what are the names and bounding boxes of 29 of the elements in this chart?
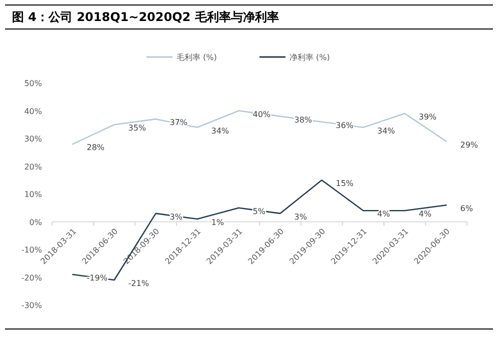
data-label: 3% [294,212,308,222]
legend-label: 毛利率 (%) [176,53,217,62]
legend-label: 净利率 (%) [290,53,330,62]
data-label: 37% [170,118,188,128]
data-label: 15% [336,179,354,188]
y-tick-label: 30% [24,134,42,144]
data-label: 38% [294,115,312,124]
data-label: -21% [128,279,150,288]
data-label: 4% [418,210,432,219]
data-label: 4% [377,210,390,219]
y-tick-label: 10% [24,190,42,199]
y-tick-label: -10% [21,246,42,254]
data-label: 29% [460,140,478,150]
data-label: 36% [336,120,354,130]
data-label: 40% [252,110,271,119]
data-label: 35% [128,124,146,133]
y-tick-label: -30% [21,301,42,310]
data-label: 39% [418,112,437,122]
data-label: 1% [211,218,224,227]
y-tick-label: 50% [24,79,42,88]
data-label: 34% [377,126,396,136]
data-label: 6% [460,204,474,214]
y-tick-label: 40% [24,106,42,116]
y-tick-label: 0% [29,218,42,227]
data-label: 28% [86,143,105,152]
y-tick-label: 20% [24,162,42,172]
chart-title: 图 4：公司 2018Q1~2020Q2 毛利率与净利率 [12,10,279,24]
y-tick-label: -20% [21,273,42,282]
data-label: 34% [211,126,230,136]
